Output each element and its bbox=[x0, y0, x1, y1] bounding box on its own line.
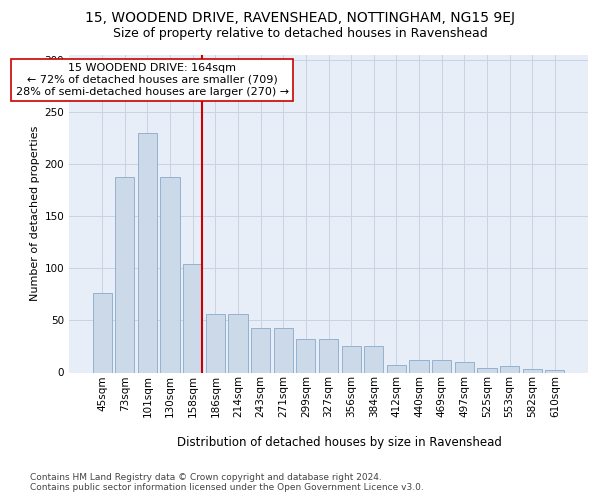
Bar bbox=[341, 346, 361, 372]
Bar bbox=[229, 314, 248, 372]
Bar bbox=[183, 264, 202, 372]
Bar bbox=[92, 294, 112, 372]
Bar bbox=[432, 360, 451, 372]
Bar bbox=[409, 360, 428, 372]
Bar bbox=[477, 368, 497, 372]
Bar bbox=[274, 328, 293, 372]
Bar bbox=[523, 370, 542, 372]
Bar bbox=[138, 133, 157, 372]
Bar bbox=[387, 365, 406, 372]
Bar bbox=[364, 346, 383, 372]
Text: 15 WOODEND DRIVE: 164sqm
← 72% of detached houses are smaller (709)
28% of semi-: 15 WOODEND DRIVE: 164sqm ← 72% of detach… bbox=[16, 64, 289, 96]
Bar bbox=[251, 328, 270, 372]
Bar bbox=[115, 177, 134, 372]
Bar bbox=[455, 362, 474, 372]
Bar bbox=[296, 339, 316, 372]
Text: Size of property relative to detached houses in Ravenshead: Size of property relative to detached ho… bbox=[113, 28, 487, 40]
Bar bbox=[500, 366, 519, 372]
Bar bbox=[160, 177, 180, 372]
Bar bbox=[545, 370, 565, 372]
Bar bbox=[206, 314, 225, 372]
Text: Distribution of detached houses by size in Ravenshead: Distribution of detached houses by size … bbox=[176, 436, 502, 449]
Bar bbox=[319, 339, 338, 372]
Text: 15, WOODEND DRIVE, RAVENSHEAD, NOTTINGHAM, NG15 9EJ: 15, WOODEND DRIVE, RAVENSHEAD, NOTTINGHA… bbox=[85, 11, 515, 25]
Y-axis label: Number of detached properties: Number of detached properties bbox=[30, 126, 40, 302]
Text: Contains HM Land Registry data © Crown copyright and database right 2024.
Contai: Contains HM Land Registry data © Crown c… bbox=[30, 472, 424, 492]
